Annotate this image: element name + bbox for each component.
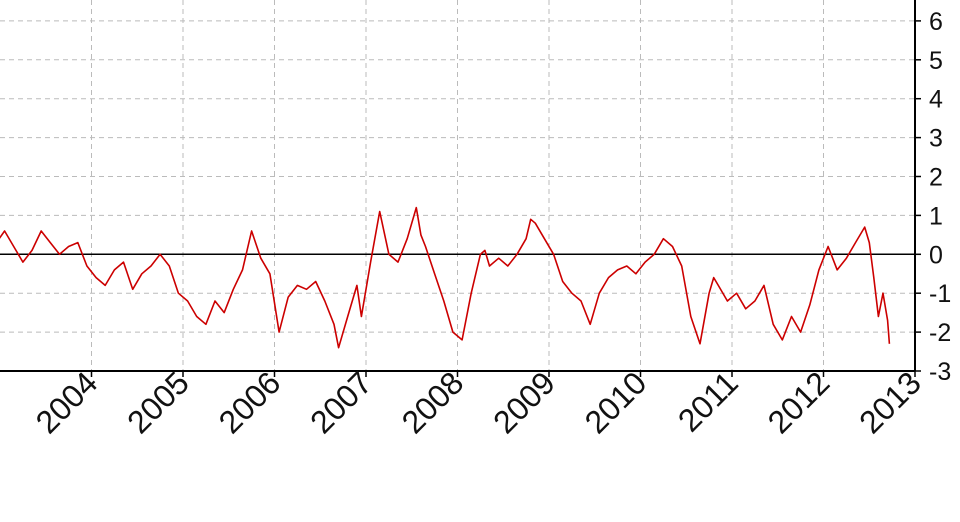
x-tick-label: 2005 — [120, 364, 196, 440]
x-tick-label: 2013 — [852, 364, 928, 440]
y-tick-label: -1 — [929, 280, 951, 308]
x-tick-label: 2010 — [578, 364, 654, 440]
x-tick-label: 2009 — [486, 364, 562, 440]
x-tick-label: 2008 — [395, 364, 471, 440]
x-tick-label: 2004 — [29, 364, 105, 440]
y-tick-label: 6 — [929, 8, 943, 36]
y-tick-label: 4 — [929, 86, 943, 114]
x-tick-label: 2012 — [761, 364, 837, 440]
x-tick-label: 2006 — [212, 364, 288, 440]
y-tick-labels: -3-2-101234567 — [915, 8, 951, 386]
x-tick-label: 2007 — [303, 364, 379, 440]
x-tick-label: 2011 — [671, 364, 745, 438]
y-tick-label: 5 — [929, 47, 943, 75]
y-tick-label: 0 — [929, 241, 943, 269]
y-tick-label: 3 — [929, 125, 943, 153]
grid-lines — [0, 0, 915, 372]
y-tick-label: 1 — [929, 202, 943, 230]
y-tick-label: 2 — [929, 164, 943, 192]
series-line — [0, 206, 891, 349]
x-tick-labels: 2004 2005 2006 2007 2008 2009 2010 2011 2012 2013 — [29, 364, 928, 440]
y-tick-label: -2 — [929, 319, 951, 347]
y-tick-label: -3 — [929, 358, 951, 386]
